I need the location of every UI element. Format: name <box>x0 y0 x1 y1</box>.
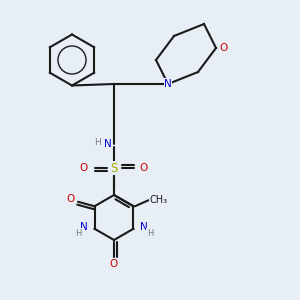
Text: O: O <box>66 194 75 204</box>
Text: N: N <box>80 222 88 232</box>
Text: O: O <box>110 259 118 269</box>
Text: H: H <box>147 229 153 238</box>
Text: O: O <box>80 163 88 173</box>
Text: N: N <box>140 222 148 232</box>
Text: O: O <box>140 163 148 173</box>
Text: O: O <box>219 43 228 53</box>
Text: CH₃: CH₃ <box>150 195 168 205</box>
Text: N: N <box>104 139 112 149</box>
Text: H: H <box>94 138 101 147</box>
Text: H: H <box>75 229 81 238</box>
Text: S: S <box>110 161 118 175</box>
Text: N: N <box>164 79 172 89</box>
